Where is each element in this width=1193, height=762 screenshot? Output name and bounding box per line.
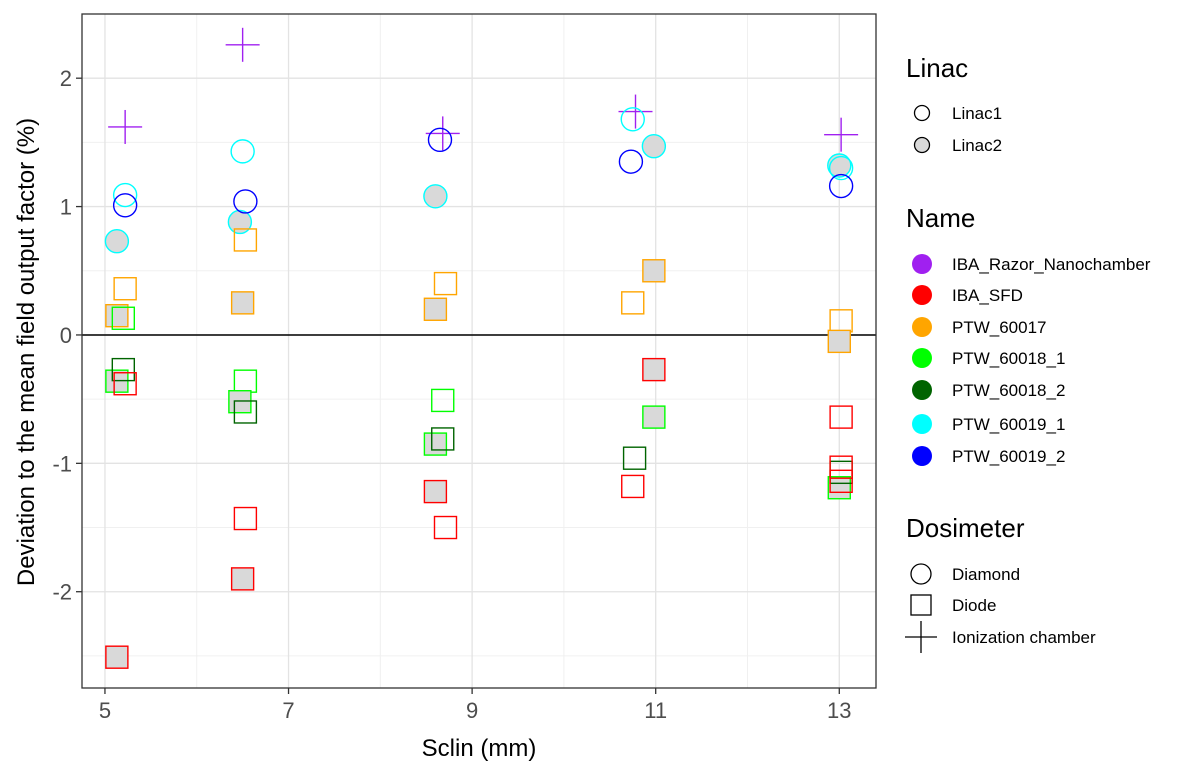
grid-lines (82, 14, 876, 688)
legend-name-label-ptw-60017: PTW_60017 (952, 318, 1047, 337)
point-ptw-60019-2 (828, 173, 854, 199)
x-tick-label: 13 (827, 698, 851, 723)
point-ptw-60017 (621, 291, 645, 315)
point-ptw-60019-1 (828, 155, 854, 181)
point-ptw-60019-1 (230, 139, 255, 164)
legend-name-key-ptw-60017 (912, 317, 932, 337)
y-tick-label: -1 (52, 451, 72, 476)
point-ptw-60019-1 (620, 107, 645, 132)
point-ptw-60019-2 (233, 189, 258, 214)
point-ptw-60018-1 (642, 405, 666, 429)
point-iba-sfd (829, 469, 853, 494)
point-ptw-60017 (230, 291, 255, 315)
legend-diamond-label: Diamond (952, 565, 1020, 584)
legend-name-key-ptw-60018-1 (912, 348, 932, 368)
point-ptw-60018-1 (228, 390, 252, 414)
point-ptw-60019-2 (112, 193, 138, 218)
axis-ticks: 5 7 9 11 13 -2 -1 0 1 2 (52, 66, 851, 723)
legend-diode-key (910, 594, 932, 616)
legend-name-label-iba-razor: IBA_Razor_Nanochamber (952, 255, 1151, 274)
x-tick-label: 5 (99, 698, 111, 723)
point-ptw-60018-2 (622, 446, 647, 470)
x-tick-label: 7 (282, 698, 294, 723)
legend-name-key-ptw-60019-1 (912, 414, 932, 434)
point-ptw-60019-2 (618, 149, 644, 174)
point-iba-sfd (829, 455, 853, 479)
point-iba-sfd (829, 405, 853, 429)
point-ptw-60018-2 (111, 357, 136, 382)
point-ptw-60018-2 (233, 400, 258, 424)
y-tick-label: 0 (60, 323, 72, 348)
x-tick-label: 9 (466, 698, 478, 723)
legend-name: Name IBA_Razor_Nanochamber IBA_SFD PTW_6… (906, 203, 1151, 466)
data-points (104, 27, 859, 669)
legend-name-label-ptw-60018-2: PTW_60018_2 (952, 381, 1065, 400)
y-tick-label: 2 (60, 66, 72, 91)
point-iba-sfd (233, 506, 258, 531)
legend-name-label-ptw-60019-1: PTW_60019_1 (952, 415, 1065, 434)
point-ptw-60019-1 (227, 209, 253, 235)
x-axis-title: Sclin (mm) (422, 735, 537, 762)
legend-name-label-ptw-60019-2: PTW_60019_2 (952, 447, 1065, 466)
legend-linac-title: Linac (906, 53, 968, 83)
legend-name-key-iba-razor (912, 254, 932, 274)
point-ptw-60019-1 (112, 182, 138, 208)
point-ptw-60017 (642, 259, 666, 283)
legend-diamond-key (910, 563, 932, 585)
point-ptw-60017 (113, 277, 137, 301)
legend-linac: Linac Linac1 Linac2 (906, 53, 1002, 155)
legend-linac1-label: Linac1 (952, 104, 1002, 123)
point-ptw-60019-1 (423, 184, 448, 209)
point-ptw-60019-2 (427, 127, 453, 153)
legend-name-label-ptw-60018-1: PTW_60018_1 (952, 349, 1065, 368)
point-ptw-60017 (105, 303, 129, 328)
legend-name-key-ptw-60019-2 (912, 446, 932, 466)
point-iba-razor-nanochamber (225, 27, 260, 62)
point-ptw-60017 (433, 271, 458, 296)
point-iba-sfd (230, 567, 255, 591)
plot-panel-border (81, 13, 877, 689)
point-ptw-60017 (233, 228, 258, 252)
y-axis-title: Deviation to the mean field output facto… (13, 118, 40, 586)
legend-name-key-iba-sfd (912, 285, 932, 305)
y-tick-label: -2 (52, 580, 72, 605)
point-iba-razor-nanochamber (425, 116, 460, 151)
x-tick-label: 11 (644, 698, 667, 723)
legend-name-label-iba-sfd: IBA_SFD (952, 286, 1023, 305)
legend-dosimeter-title: Dosimeter (906, 513, 1025, 543)
point-iba-sfd (113, 372, 137, 396)
point-ptw-60017 (423, 297, 448, 321)
legend-linac1-key (913, 104, 931, 122)
point-iba-sfd (621, 474, 645, 499)
point-ptw-60019-1 (104, 229, 130, 254)
y-tick-label: 1 (60, 195, 72, 220)
point-ptw-60018-1 (431, 388, 455, 413)
point-iba-sfd (105, 645, 129, 669)
point-iba-razor-nanochamber (108, 109, 143, 144)
legend-diode-label: Diode (952, 596, 996, 615)
legend-linac2-key (913, 136, 931, 154)
point-iba-sfd (433, 515, 458, 540)
legend-name-key-ptw-60018-2 (912, 380, 932, 400)
point-ptw-60017 (827, 329, 851, 354)
legend-ionization-label: Ionization chamber (952, 628, 1096, 647)
point-iba-sfd (642, 357, 666, 382)
point-ptw-60018-1 (423, 432, 448, 456)
point-ptw-60018-1 (827, 476, 851, 500)
legend-linac2-label: Linac2 (952, 136, 1002, 155)
point-ptw-60019-1 (641, 134, 667, 159)
point-iba-razor-nanochamber (824, 117, 859, 152)
legend-dosimeter: Dosimeter Diamond Diode Ionization chamb… (905, 513, 1096, 653)
legend-name-title: Name (906, 203, 975, 233)
point-ptw-60018-1 (111, 306, 136, 330)
point-iba-sfd (423, 479, 448, 504)
point-ptw-60018-2 (431, 427, 455, 451)
